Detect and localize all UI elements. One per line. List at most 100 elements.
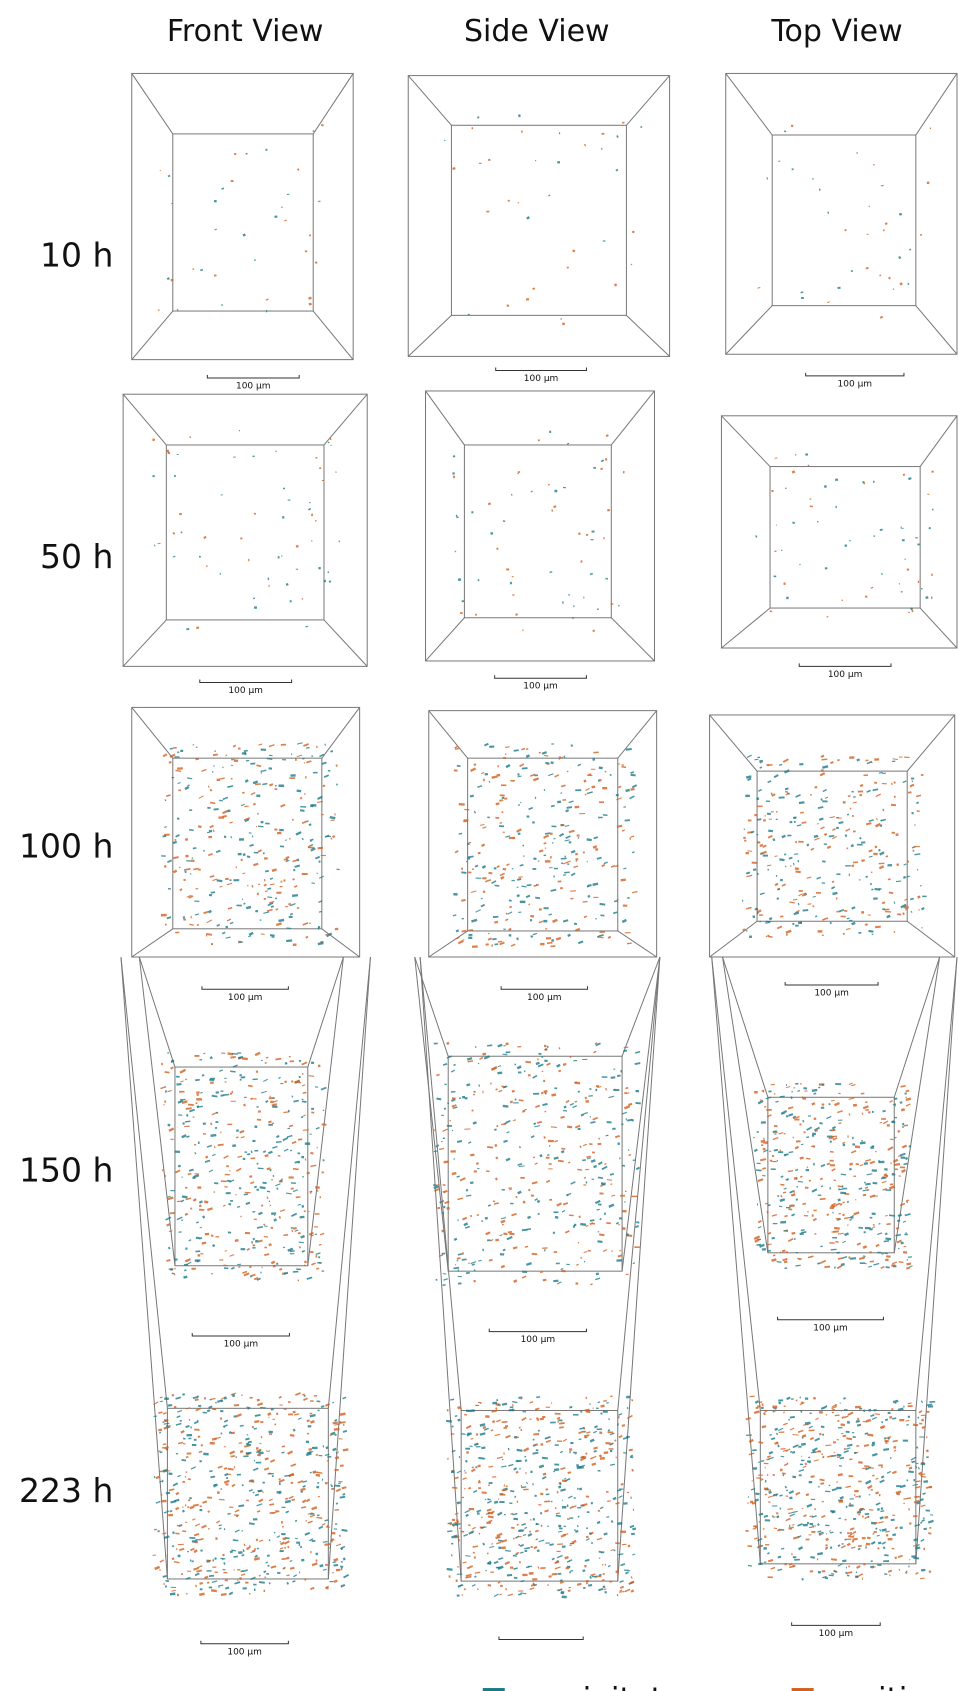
particle xyxy=(880,818,887,822)
particle xyxy=(496,1419,501,1423)
particle xyxy=(468,871,472,874)
particle xyxy=(315,855,321,860)
particle xyxy=(567,933,571,938)
particle xyxy=(826,1533,828,1535)
particle xyxy=(513,1279,518,1283)
particle xyxy=(806,843,810,847)
particle xyxy=(276,1535,281,1538)
particle xyxy=(591,530,595,533)
particle xyxy=(278,784,285,788)
particle xyxy=(453,893,458,896)
particle xyxy=(301,1061,308,1066)
particle xyxy=(607,935,612,939)
particle xyxy=(240,1076,246,1079)
particle xyxy=(856,1445,860,1447)
particle xyxy=(284,1061,288,1065)
particle xyxy=(185,1261,192,1266)
particle xyxy=(877,1251,882,1254)
particle xyxy=(322,784,326,787)
inner-box xyxy=(165,444,325,621)
particle xyxy=(616,1074,621,1077)
particle xyxy=(564,839,570,842)
particle xyxy=(250,1097,254,1100)
particle xyxy=(844,834,848,838)
particle xyxy=(505,918,509,922)
particle xyxy=(453,769,458,772)
particle xyxy=(340,1560,343,1563)
particle xyxy=(561,1210,566,1213)
particle xyxy=(806,1166,809,1169)
particle xyxy=(488,1465,494,1468)
particle xyxy=(560,857,567,860)
particle xyxy=(855,1495,859,1498)
particle xyxy=(177,1164,181,1168)
particle xyxy=(501,1188,506,1191)
particle xyxy=(520,1428,523,1432)
particle xyxy=(843,1397,846,1400)
particle xyxy=(788,1512,793,1515)
particle xyxy=(926,1456,929,1459)
particle xyxy=(618,1223,621,1226)
particle xyxy=(461,1433,466,1436)
particle xyxy=(780,878,783,882)
particle xyxy=(470,1437,474,1440)
particle xyxy=(628,1153,632,1157)
particle xyxy=(331,1485,333,1488)
scale-bar xyxy=(500,986,589,990)
particle xyxy=(920,1538,925,1542)
particle xyxy=(783,582,786,585)
particle xyxy=(855,1199,857,1201)
particle xyxy=(190,872,192,875)
particle xyxy=(800,1442,806,1446)
particle xyxy=(809,1570,814,1573)
particle xyxy=(497,1403,500,1406)
particle xyxy=(287,1545,290,1549)
particle xyxy=(558,132,561,135)
particle xyxy=(554,1215,559,1219)
particle xyxy=(306,1276,313,1280)
particle xyxy=(168,1513,174,1517)
particle xyxy=(495,1088,498,1091)
particle xyxy=(570,849,576,854)
particle xyxy=(333,1558,339,1562)
particle xyxy=(256,1450,262,1454)
box-edge xyxy=(428,930,468,958)
particle xyxy=(506,304,510,307)
particle xyxy=(771,489,774,493)
particle xyxy=(468,1262,470,1265)
particle xyxy=(266,1196,269,1200)
particle xyxy=(248,1592,251,1595)
particle xyxy=(494,1402,497,1405)
particle xyxy=(170,1268,174,1271)
particle xyxy=(754,813,757,817)
particle xyxy=(866,1536,871,1540)
particle xyxy=(603,1399,607,1402)
particle xyxy=(855,1571,858,1574)
particle xyxy=(229,1450,236,1455)
particle xyxy=(553,875,555,878)
particle xyxy=(224,1185,228,1188)
particle xyxy=(263,911,270,914)
particle xyxy=(885,1189,892,1191)
particle xyxy=(475,1162,480,1166)
particle xyxy=(518,911,522,913)
particle xyxy=(447,1190,449,1193)
particle xyxy=(881,1528,887,1532)
particle xyxy=(532,1578,538,1581)
particle xyxy=(303,762,306,764)
particle xyxy=(864,1263,867,1265)
particle xyxy=(318,900,323,904)
particle xyxy=(907,1256,912,1258)
particle xyxy=(605,577,607,580)
particle xyxy=(485,1526,487,1528)
particle xyxy=(332,1401,335,1404)
particle xyxy=(908,477,912,480)
particle xyxy=(565,1099,570,1104)
particle xyxy=(550,804,555,808)
particle xyxy=(831,1405,837,1410)
particle xyxy=(554,1507,557,1510)
particle xyxy=(779,1198,786,1202)
particle xyxy=(757,841,761,844)
particle xyxy=(849,807,852,810)
particle xyxy=(857,1573,864,1578)
